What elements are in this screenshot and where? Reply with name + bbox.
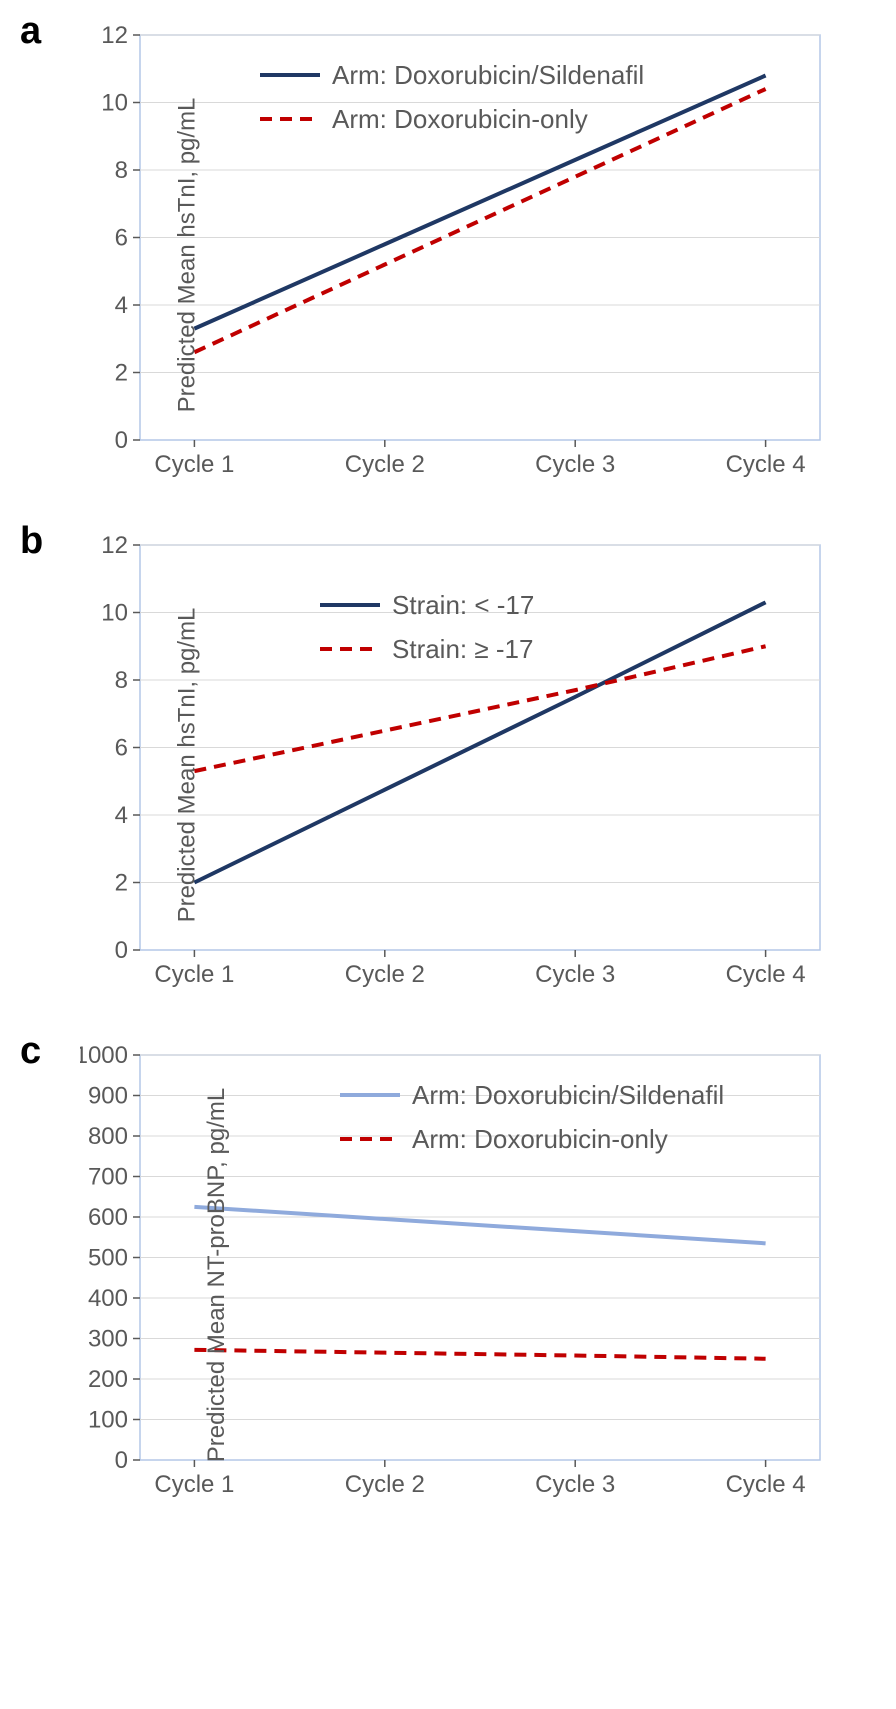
svg-text:Cycle 2: Cycle 2 [345, 1471, 425, 1498]
svg-text:4: 4 [115, 802, 128, 829]
svg-text:Cycle 1: Cycle 1 [154, 961, 234, 988]
svg-text:200: 200 [88, 1366, 128, 1393]
svg-text:Cycle 1: Cycle 1 [154, 451, 234, 478]
svg-text:2: 2 [115, 360, 128, 387]
panel-label-a: a [20, 10, 41, 53]
chart-wrap-a: Predicted Mean hsTnI, pg/mL 0 2 4 6 8 10 12 Cyc… [80, 20, 876, 490]
svg-text:Arm: Doxorubicin-only: Arm: Doxorubicin-only [412, 1124, 668, 1154]
svg-text:Cycle 2: Cycle 2 [345, 961, 425, 988]
panel-a: a Predicted Mean hsTnI, pg/mL 024681012C… [20, 20, 876, 490]
svg-text:400: 400 [88, 1285, 128, 1312]
svg-text:600: 600 [88, 1204, 128, 1231]
svg-text:Strain: ≥ -17: Strain: ≥ -17 [392, 634, 533, 664]
svg-text:Arm: Doxorubicin/Sildenafil: Arm: Doxorubicin/Sildenafil [412, 1080, 724, 1110]
svg-text:12: 12 [101, 22, 128, 49]
svg-text:10: 10 [101, 600, 128, 627]
panel-label-c: c [20, 1030, 41, 1073]
svg-text:Arm: Doxorubicin-only: Arm: Doxorubicin-only [332, 104, 588, 134]
svg-text:0: 0 [115, 427, 128, 454]
svg-text:Cycle 3: Cycle 3 [535, 451, 615, 478]
svg-text:Strain: < -17: Strain: < -17 [392, 590, 534, 620]
svg-text:Arm: Doxorubicin/Sildenafil: Arm: Doxorubicin/Sildenafil [332, 60, 644, 90]
svg-text:8: 8 [115, 157, 128, 184]
svg-text:6: 6 [115, 225, 128, 252]
y-axis-label-a: Predicted Mean hsTnI, pg/mL [173, 98, 201, 413]
svg-text:Cycle 3: Cycle 3 [535, 961, 615, 988]
svg-text:300: 300 [88, 1326, 128, 1353]
svg-text:Cycle 3: Cycle 3 [535, 1471, 615, 1498]
y-axis-label-b: Predicted Mean hsTnI, pg/mL [173, 608, 201, 923]
svg-text:8: 8 [115, 667, 128, 694]
svg-text:Cycle 4: Cycle 4 [726, 961, 806, 988]
svg-text:0: 0 [115, 937, 128, 964]
svg-text:Cycle 2: Cycle 2 [345, 451, 425, 478]
svg-text:Cycle 4: Cycle 4 [726, 1471, 806, 1498]
svg-text:Cycle 4: Cycle 4 [726, 451, 806, 478]
svg-text:12: 12 [101, 532, 128, 559]
chart-wrap-c: Predicted Mean NT-proBNP, pg/mL 0 100 200 3… [80, 1040, 876, 1510]
svg-text:Cycle 1: Cycle 1 [154, 1471, 234, 1498]
svg-text:10: 10 [101, 90, 128, 117]
chart-c: 0 100 200 300 400 500 600 700 800 900 1000 Cycle 1 C… [80, 1040, 840, 1510]
panel-c: c Predicted Mean NT-proBNP, pg/mL 010020… [20, 1040, 876, 1510]
svg-text:700: 700 [88, 1164, 128, 1191]
panel-label-b: b [20, 520, 43, 563]
y-axis-label-c: Predicted Mean NT-proBNP, pg/mL [203, 1088, 231, 1462]
svg-text:500: 500 [88, 1245, 128, 1272]
svg-text:4: 4 [115, 292, 128, 319]
chart-wrap-b: Predicted Mean hsTnI, pg/mL 0 2 4 6 8 10 12 Cyc… [80, 530, 876, 1000]
svg-text:900: 900 [88, 1083, 128, 1110]
svg-text:100: 100 [88, 1407, 128, 1434]
svg-text:2: 2 [115, 870, 128, 897]
svg-text:0: 0 [115, 1447, 128, 1474]
svg-text:6: 6 [115, 735, 128, 762]
svg-text:1000: 1000 [80, 1042, 128, 1069]
svg-text:800: 800 [88, 1123, 128, 1150]
panel-b: b Predicted Mean hsTnI, pg/mL 024681012C… [20, 530, 876, 1000]
